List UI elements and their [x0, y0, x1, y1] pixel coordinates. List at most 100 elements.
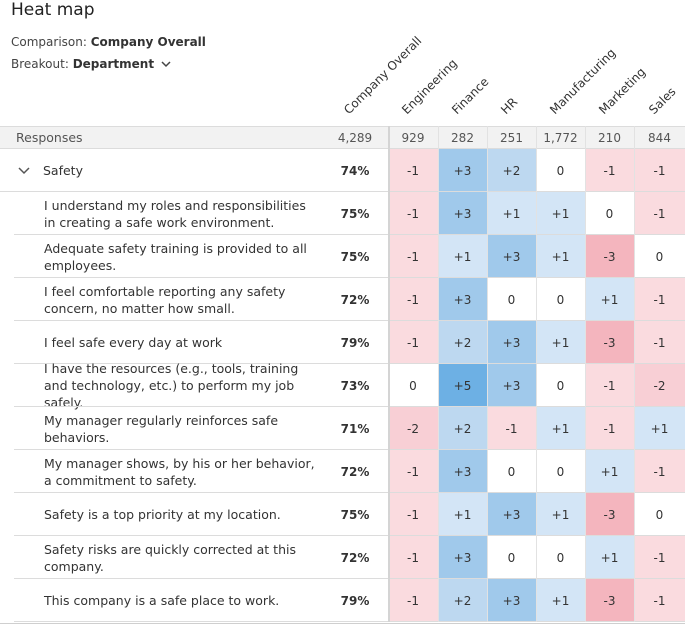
heat-cell: +3 [438, 192, 487, 235]
overall-score: 79% [340, 593, 370, 608]
heat-cell: +3 [487, 579, 536, 622]
heat-cell: -1 [388, 235, 438, 278]
question-label: My manager regularly reinforces safe beh… [44, 412, 279, 445]
heat-cell: 0 [536, 149, 585, 192]
column-header: Marketing [595, 64, 648, 117]
column-divider [585, 126, 586, 622]
comparison-value: Company Overall [90, 35, 206, 49]
heat-cell: 0 [536, 536, 585, 579]
heat-cell: -1 [388, 192, 438, 235]
row-divider [14, 277, 685, 278]
row-divider [14, 406, 685, 407]
question-label: I feel safe every day at work [44, 335, 223, 350]
responses-count: 251 [500, 130, 523, 145]
heat-cell: +3 [487, 493, 536, 536]
heat-cell: 0 [487, 536, 536, 579]
row-divider [14, 578, 685, 579]
question-label: My manager shows, by his or her behavior… [44, 455, 315, 488]
table-bottom [0, 623, 685, 624]
question-label: Safety risks are quickly corrected at th… [44, 541, 296, 574]
heat-cell: -1 [388, 450, 438, 493]
heat-cell: -3 [585, 235, 634, 278]
comparison: Comparison: Company Overall [11, 35, 206, 49]
heat-cell: +1 [585, 450, 634, 493]
heat-cell: +1 [536, 493, 585, 536]
heat-cell: -1 [634, 536, 685, 579]
heat-cell: 0 [536, 364, 585, 407]
heat-cell: +2 [438, 321, 487, 364]
question-label: I feel comfortable reporting any safety … [44, 283, 286, 316]
heat-cell: -1 [634, 149, 685, 192]
responses-count: 282 [451, 130, 474, 145]
heat-cell: -3 [585, 493, 634, 536]
overall-score: 72% [340, 292, 370, 307]
row-divider [14, 535, 685, 536]
responses-count: 210 [598, 130, 621, 145]
row-divider [14, 621, 685, 622]
breakout-value[interactable]: Department [72, 57, 155, 71]
heat-cell: -2 [634, 364, 685, 407]
question-label: I understand my roles and responsibiliti… [44, 197, 306, 230]
heat-cell: -1 [388, 321, 438, 364]
heat-cell: -1 [388, 149, 438, 192]
heat-cell: -1 [585, 364, 634, 407]
heat-cell: -1 [634, 192, 685, 235]
heat-cell: +1 [438, 493, 487, 536]
row-divider [14, 449, 685, 450]
question-label: This company is a safe place to work. [44, 593, 280, 608]
heat-cell: +1 [585, 278, 634, 321]
heat-cell: -1 [388, 493, 438, 536]
heat-cell: +1 [536, 579, 585, 622]
overall-score: 75% [340, 249, 370, 264]
row-divider [14, 234, 685, 235]
heat-cell: +3 [487, 321, 536, 364]
heat-cell: 0 [585, 192, 634, 235]
heat-cell: -1 [585, 149, 634, 192]
heat-cell: 0 [634, 235, 685, 278]
responses-count: 844 [648, 130, 671, 145]
heat-cell: +3 [438, 536, 487, 579]
heat-cell: +2 [487, 149, 536, 192]
overall-score: 75% [340, 507, 370, 522]
heat-cell: -2 [388, 407, 438, 450]
breakout-label: Breakout: [11, 57, 69, 71]
heat-cell: +1 [487, 192, 536, 235]
heat-cell: -1 [634, 579, 685, 622]
title: Heat map [11, 0, 95, 20]
row-divider [14, 492, 685, 493]
overall-score: 72% [340, 550, 370, 565]
heat-cell: +2 [438, 579, 487, 622]
question-label: Adequate safety training is provided to … [44, 240, 307, 273]
heat-cell: -1 [634, 450, 685, 493]
column-divider [536, 126, 537, 622]
overall-score: 74% [340, 163, 370, 178]
heat-cell: +3 [438, 278, 487, 321]
responses-count: 929 [401, 130, 425, 145]
dropdown-icon[interactable] [161, 60, 171, 68]
heat-cell: -3 [585, 321, 634, 364]
column-header: Finance [448, 74, 491, 117]
heat-cell: +1 [634, 407, 685, 450]
column-header: Sales [645, 84, 679, 117]
heat-cell: 0 [634, 493, 685, 536]
responses-count: 1,772 [543, 130, 578, 145]
question-label: Safety is a top priority at my location. [44, 507, 281, 522]
heat-cell: 0 [536, 278, 585, 321]
comparison-label: Comparison: [11, 35, 87, 49]
heat-cell: +1 [585, 536, 634, 579]
column-header: HR [497, 94, 520, 117]
column-divider [388, 126, 390, 622]
column-divider [438, 126, 439, 622]
breakout[interactable]: Breakout: Department [11, 57, 171, 71]
overall-score: 79% [340, 335, 370, 350]
heat-cell: +1 [536, 235, 585, 278]
heat-cell: +3 [438, 450, 487, 493]
row-divider [14, 320, 685, 321]
group-label[interactable]: Safety [43, 163, 83, 178]
overall-score: 72% [340, 464, 370, 479]
row-divider [14, 363, 685, 364]
heat-cell: 0 [487, 450, 536, 493]
collapse-icon[interactable] [18, 166, 30, 175]
row-divider [0, 191, 685, 192]
